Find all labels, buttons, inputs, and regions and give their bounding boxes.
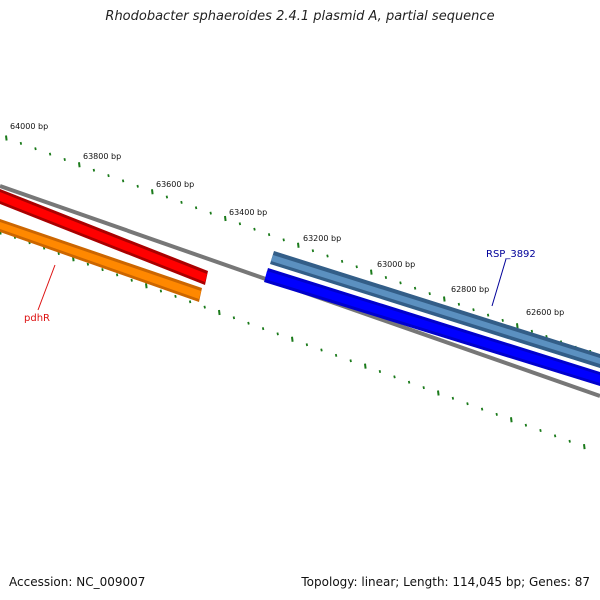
scale-label-63000: 63000 bp: [377, 260, 415, 269]
lower-scale-major-tick: [364, 363, 367, 369]
lower-scale-minor-tick: [451, 396, 455, 400]
upper-scale-minor-tick: [457, 302, 461, 306]
upper-scale-major-tick: [297, 242, 300, 248]
scale-label-62800: 62800 bp: [451, 285, 489, 294]
accession-text: Accession: NC_009007: [9, 575, 146, 589]
upper-scale-minor-tick: [136, 184, 139, 188]
lower-scale-minor-tick: [261, 327, 265, 331]
orange-feature-pdhr[interactable]: [0, 219, 202, 302]
upper-scale-major-tick: [370, 269, 373, 275]
rsp3892-leader-line: [491, 258, 507, 307]
upper-scale-minor-tick: [501, 318, 504, 322]
upper-scale-minor-tick: [486, 313, 490, 317]
lower-scale-minor-tick: [86, 262, 90, 266]
scale-ticks-upper: [5, 135, 592, 356]
upper-scale-minor-tick: [121, 179, 125, 183]
upper-scale-minor-tick: [253, 227, 256, 231]
upper-scale-minor-tick: [282, 238, 285, 242]
lower-scale-minor-tick: [130, 278, 133, 282]
upper-scale-minor-tick: [48, 152, 52, 156]
lower-scale-minor-tick: [495, 412, 498, 416]
lower-scale-minor-tick: [378, 369, 382, 374]
upper-scale-minor-tick: [326, 254, 329, 258]
upper-scale-major-tick: [5, 135, 8, 141]
upper-scale-minor-tick: [19, 141, 23, 145]
lower-scale-minor-tick: [305, 343, 309, 347]
lower-scale-minor-tick: [568, 439, 571, 443]
upper-scale-minor-tick: [399, 281, 402, 285]
sequence-summary-text: Topology: linear; Length: 114,045 bp; Ge…: [301, 575, 590, 589]
lower-scale-minor-tick: [334, 353, 338, 357]
lower-scale-minor-tick: [466, 402, 469, 406]
upper-scale-major-tick: [224, 215, 227, 222]
lower-scale-minor-tick: [480, 407, 484, 411]
lower-scale-minor-tick: [159, 289, 163, 293]
lower-scale-minor-tick: [422, 386, 425, 390]
upper-scale-minor-tick: [194, 206, 198, 210]
scale-label-63600: 63600 bp: [156, 180, 194, 189]
upper-scale-major-tick: [151, 189, 154, 195]
scale-label-64000: 64000 bp: [10, 122, 48, 131]
lower-scale-major-tick: [291, 336, 294, 342]
upper-scale-minor-tick: [209, 211, 212, 215]
upper-scale-minor-tick: [472, 308, 475, 312]
scale-ticks-lower: [0, 229, 586, 450]
upper-scale-minor-tick: [180, 200, 183, 204]
upper-scale-major-tick: [443, 296, 446, 302]
lower-scale-minor-tick: [247, 321, 250, 325]
lower-scale-minor-tick: [101, 268, 104, 272]
lower-scale-minor-tick: [188, 300, 192, 304]
upper-scale-major-tick: [516, 323, 519, 329]
upper-scale-minor-tick: [238, 222, 242, 226]
steelblue-feature-rsp3892[interactable]: [270, 251, 600, 368]
upper-scale-minor-tick: [92, 168, 96, 172]
lower-scale-minor-tick: [174, 294, 177, 298]
blue-feature[interactable]: [264, 268, 600, 386]
lower-scale-minor-tick: [276, 332, 279, 336]
scale-label-62600: 62600 bp: [526, 308, 564, 317]
upper-scale-minor-tick: [165, 195, 169, 199]
upper-scale-minor-tick: [311, 249, 315, 253]
upper-scale-minor-tick: [530, 329, 534, 333]
lower-scale-minor-tick: [232, 316, 236, 320]
upper-scale-minor-tick: [63, 157, 66, 162]
map-title: Rhodobacter sphaeroides 2.4.1 plasmid A,…: [105, 9, 495, 24]
lower-scale-major-tick: [583, 443, 586, 450]
lower-scale-major-tick: [437, 390, 440, 396]
lower-scale-minor-tick: [407, 380, 411, 384]
gene-label-pdhr[interactable]: pdhR: [24, 313, 50, 324]
upper-scale-major-tick: [78, 162, 81, 168]
scale-label-63200: 63200 bp: [303, 234, 341, 243]
upper-scale-minor-tick: [355, 265, 358, 269]
lower-scale-minor-tick: [115, 273, 119, 277]
scale-label-63400: 63400 bp: [229, 208, 267, 217]
lower-scale-minor-tick: [349, 359, 352, 363]
lower-scale-minor-tick: [539, 428, 542, 433]
lower-scale-minor-tick: [57, 251, 60, 256]
red-feature[interactable]: [0, 189, 208, 285]
upper-scale-minor-tick: [428, 292, 431, 296]
lower-scale-minor-tick: [320, 348, 323, 352]
lower-scale-minor-tick: [524, 423, 528, 427]
upper-scale-minor-tick: [340, 259, 344, 263]
lower-scale-major-tick: [510, 417, 513, 423]
lower-scale-minor-tick: [393, 375, 396, 379]
upper-scale-minor-tick: [34, 147, 37, 151]
upper-scale-minor-tick: [267, 233, 271, 237]
lower-scale-minor-tick: [553, 434, 557, 438]
upper-scale-minor-tick: [413, 286, 417, 290]
lower-scale-major-tick: [145, 283, 148, 289]
lower-scale-minor-tick: [203, 305, 206, 309]
gene-label-rsp3892[interactable]: RSP_3892: [486, 249, 536, 260]
pdhr-leader-line: [37, 264, 56, 311]
scale-label-63800: 63800 bp: [83, 152, 121, 161]
upper-scale-minor-tick: [107, 174, 110, 178]
upper-scale-minor-tick: [384, 275, 388, 280]
lower-scale-major-tick: [218, 309, 221, 316]
